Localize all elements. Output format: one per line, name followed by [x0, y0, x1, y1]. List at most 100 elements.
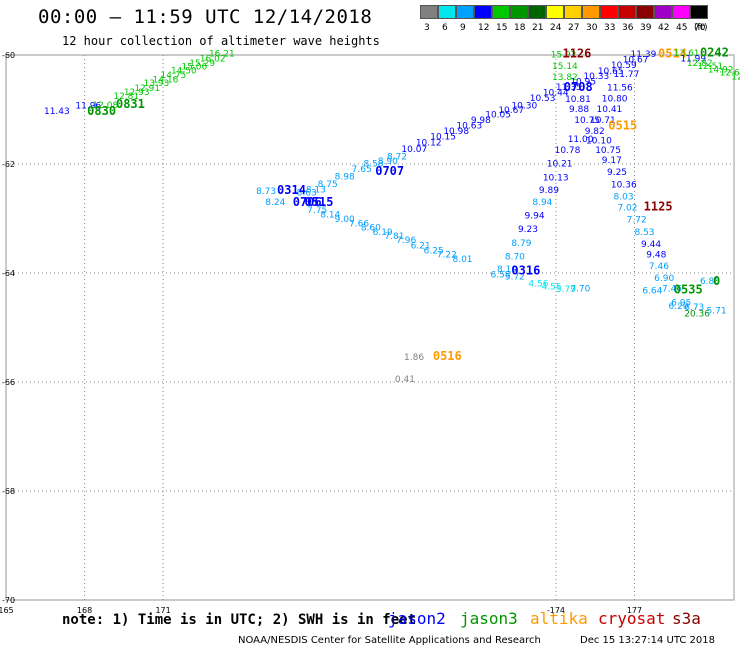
pass-time-label: 0707	[375, 164, 404, 178]
wave-height-value: 7.96	[396, 236, 416, 246]
wave-height-value: 13.61	[674, 49, 700, 59]
wave-height-value: 10.13	[543, 173, 569, 183]
pass-time-label: 0535	[674, 283, 703, 297]
wave-height-value: 8.03	[614, 192, 634, 202]
legend-label: 36	[622, 23, 634, 33]
wave-height-value: 10.44	[543, 88, 569, 98]
wave-height-value: 11.77	[614, 70, 640, 80]
wave-height-value: 8.63	[297, 189, 317, 199]
wave-height-value: 11.99	[680, 55, 706, 65]
wave-height-value: 10.30	[511, 101, 537, 111]
wave-height-value: 12.51	[697, 62, 723, 72]
wave-height-value: 8.24	[265, 198, 285, 208]
wave-height-value: 11.96	[75, 101, 101, 111]
wave-height-value: 15.29	[189, 59, 215, 69]
wave-height-value: 10.75	[574, 116, 600, 126]
wave-height-value: 10.95	[570, 77, 596, 87]
legend-label: 6	[442, 23, 448, 33]
wave-height-value: 16.21	[209, 50, 235, 60]
wave-height-value: 8.13	[306, 185, 326, 195]
map-frame	[5, 54, 735, 601]
wave-height-value: 7.70	[570, 285, 590, 295]
wave-height-value: 8.60	[361, 223, 381, 233]
wave-height-value: 8.58	[363, 160, 383, 170]
legend-swatch	[528, 5, 546, 19]
wave-height-value: 10.07	[401, 145, 427, 155]
satellite-name-cryosat: cryosat	[598, 609, 666, 628]
legend-label: 42	[658, 23, 670, 33]
wave-height-value: 15.06	[181, 63, 207, 73]
wave-height-value: 10.36	[611, 180, 637, 190]
legend-swatch	[654, 5, 672, 19]
legend-swatch	[564, 5, 582, 19]
wave-height-value: 12.91	[134, 84, 160, 94]
wave-height-value: 8.10	[497, 265, 517, 275]
legend-label: 39	[640, 23, 652, 33]
pass-time-label: 0706	[293, 195, 322, 209]
wave-height-value: 7.65	[352, 165, 372, 175]
wave-height-value: 8.75	[318, 180, 338, 190]
credit-text: NOAA/NESDIS Center for Satellite Applica…	[238, 635, 541, 646]
wave-height-value: 5.79	[556, 285, 576, 295]
wave-height-value: 15.14	[552, 62, 578, 72]
legend-swatch	[690, 5, 708, 19]
legend-label: 27	[568, 23, 580, 33]
pass-time-label: 0516	[433, 349, 462, 363]
lat-label: -66	[2, 378, 15, 387]
legend-label: 30	[586, 23, 598, 33]
wave-height-value: 6.90	[654, 274, 674, 284]
wave-height-value: 14.16	[153, 75, 179, 85]
wave-height-value: 9.89	[539, 186, 559, 196]
wave-height-value: 8.72	[387, 153, 407, 163]
legend-label: 70	[694, 23, 706, 33]
pass-time-label: 0242	[700, 46, 729, 60]
wave-height-value: 10.67	[498, 106, 524, 116]
lon-label: 168	[77, 606, 92, 615]
lon-label: 165	[0, 606, 14, 615]
wave-height-value: 10.33	[583, 72, 609, 82]
wave-height-value: 14.92	[708, 65, 734, 75]
wave-height-value: 6.73	[684, 303, 704, 313]
wave-height-value: 4.55	[542, 282, 562, 292]
wave-height-value: 8.14	[320, 210, 340, 220]
wave-height-value: 14.75	[161, 71, 187, 81]
wave-height-value: 10.81	[565, 95, 591, 105]
wave-height-value: 8.73	[256, 187, 276, 197]
legend-label: 45	[676, 23, 688, 33]
wave-height-value: 9.98	[471, 116, 491, 126]
wave-height-value: 12.93	[124, 88, 150, 98]
wave-height-value: 14.50	[171, 67, 197, 77]
pass-time-label: 0515	[608, 119, 637, 133]
wave-height-value: 6.95	[671, 299, 691, 309]
wave-height-value: 6.21	[411, 241, 431, 251]
wave-height-value: 10.15	[430, 132, 456, 142]
wave-height-value: 10.53	[530, 94, 556, 104]
wave-height-value: 16.02	[200, 55, 226, 65]
wave-height-value: 5.71	[707, 306, 727, 316]
wave-height-value: 12.81	[113, 92, 139, 102]
pass-time-label: 0	[713, 274, 720, 288]
wave-height-value: 6.64	[642, 287, 662, 297]
wave-height-value: 9.48	[646, 251, 666, 261]
lon-label: 177	[627, 606, 642, 615]
wave-height-value: 6.58	[490, 270, 510, 280]
legend-swatch	[618, 5, 636, 19]
wave-height-value: 0.41	[395, 375, 415, 385]
wave-height-value: 11.39	[631, 50, 657, 60]
wave-height-value: 8.98	[335, 172, 355, 182]
legend-swatch	[420, 5, 438, 19]
legend-label: 33	[604, 23, 616, 33]
wave-height-value: 12.08	[92, 101, 118, 111]
satellite-name-altika: altika	[530, 609, 588, 628]
wave-height-value: 8.79	[511, 239, 531, 249]
wave-height-value: 10.63	[456, 122, 482, 132]
wave-height-value: 7.81	[384, 232, 404, 242]
satellite-name-jason3: jason3	[460, 609, 518, 628]
lat-label: -64	[2, 269, 15, 278]
wave-height-value: 11.43	[44, 107, 70, 117]
wave-height-value: 10.41	[597, 105, 623, 115]
wave-height-value: 5.72	[505, 273, 525, 283]
wave-height-value: 13.93	[143, 79, 169, 89]
satellite-name-s3a: s3a	[672, 609, 701, 628]
